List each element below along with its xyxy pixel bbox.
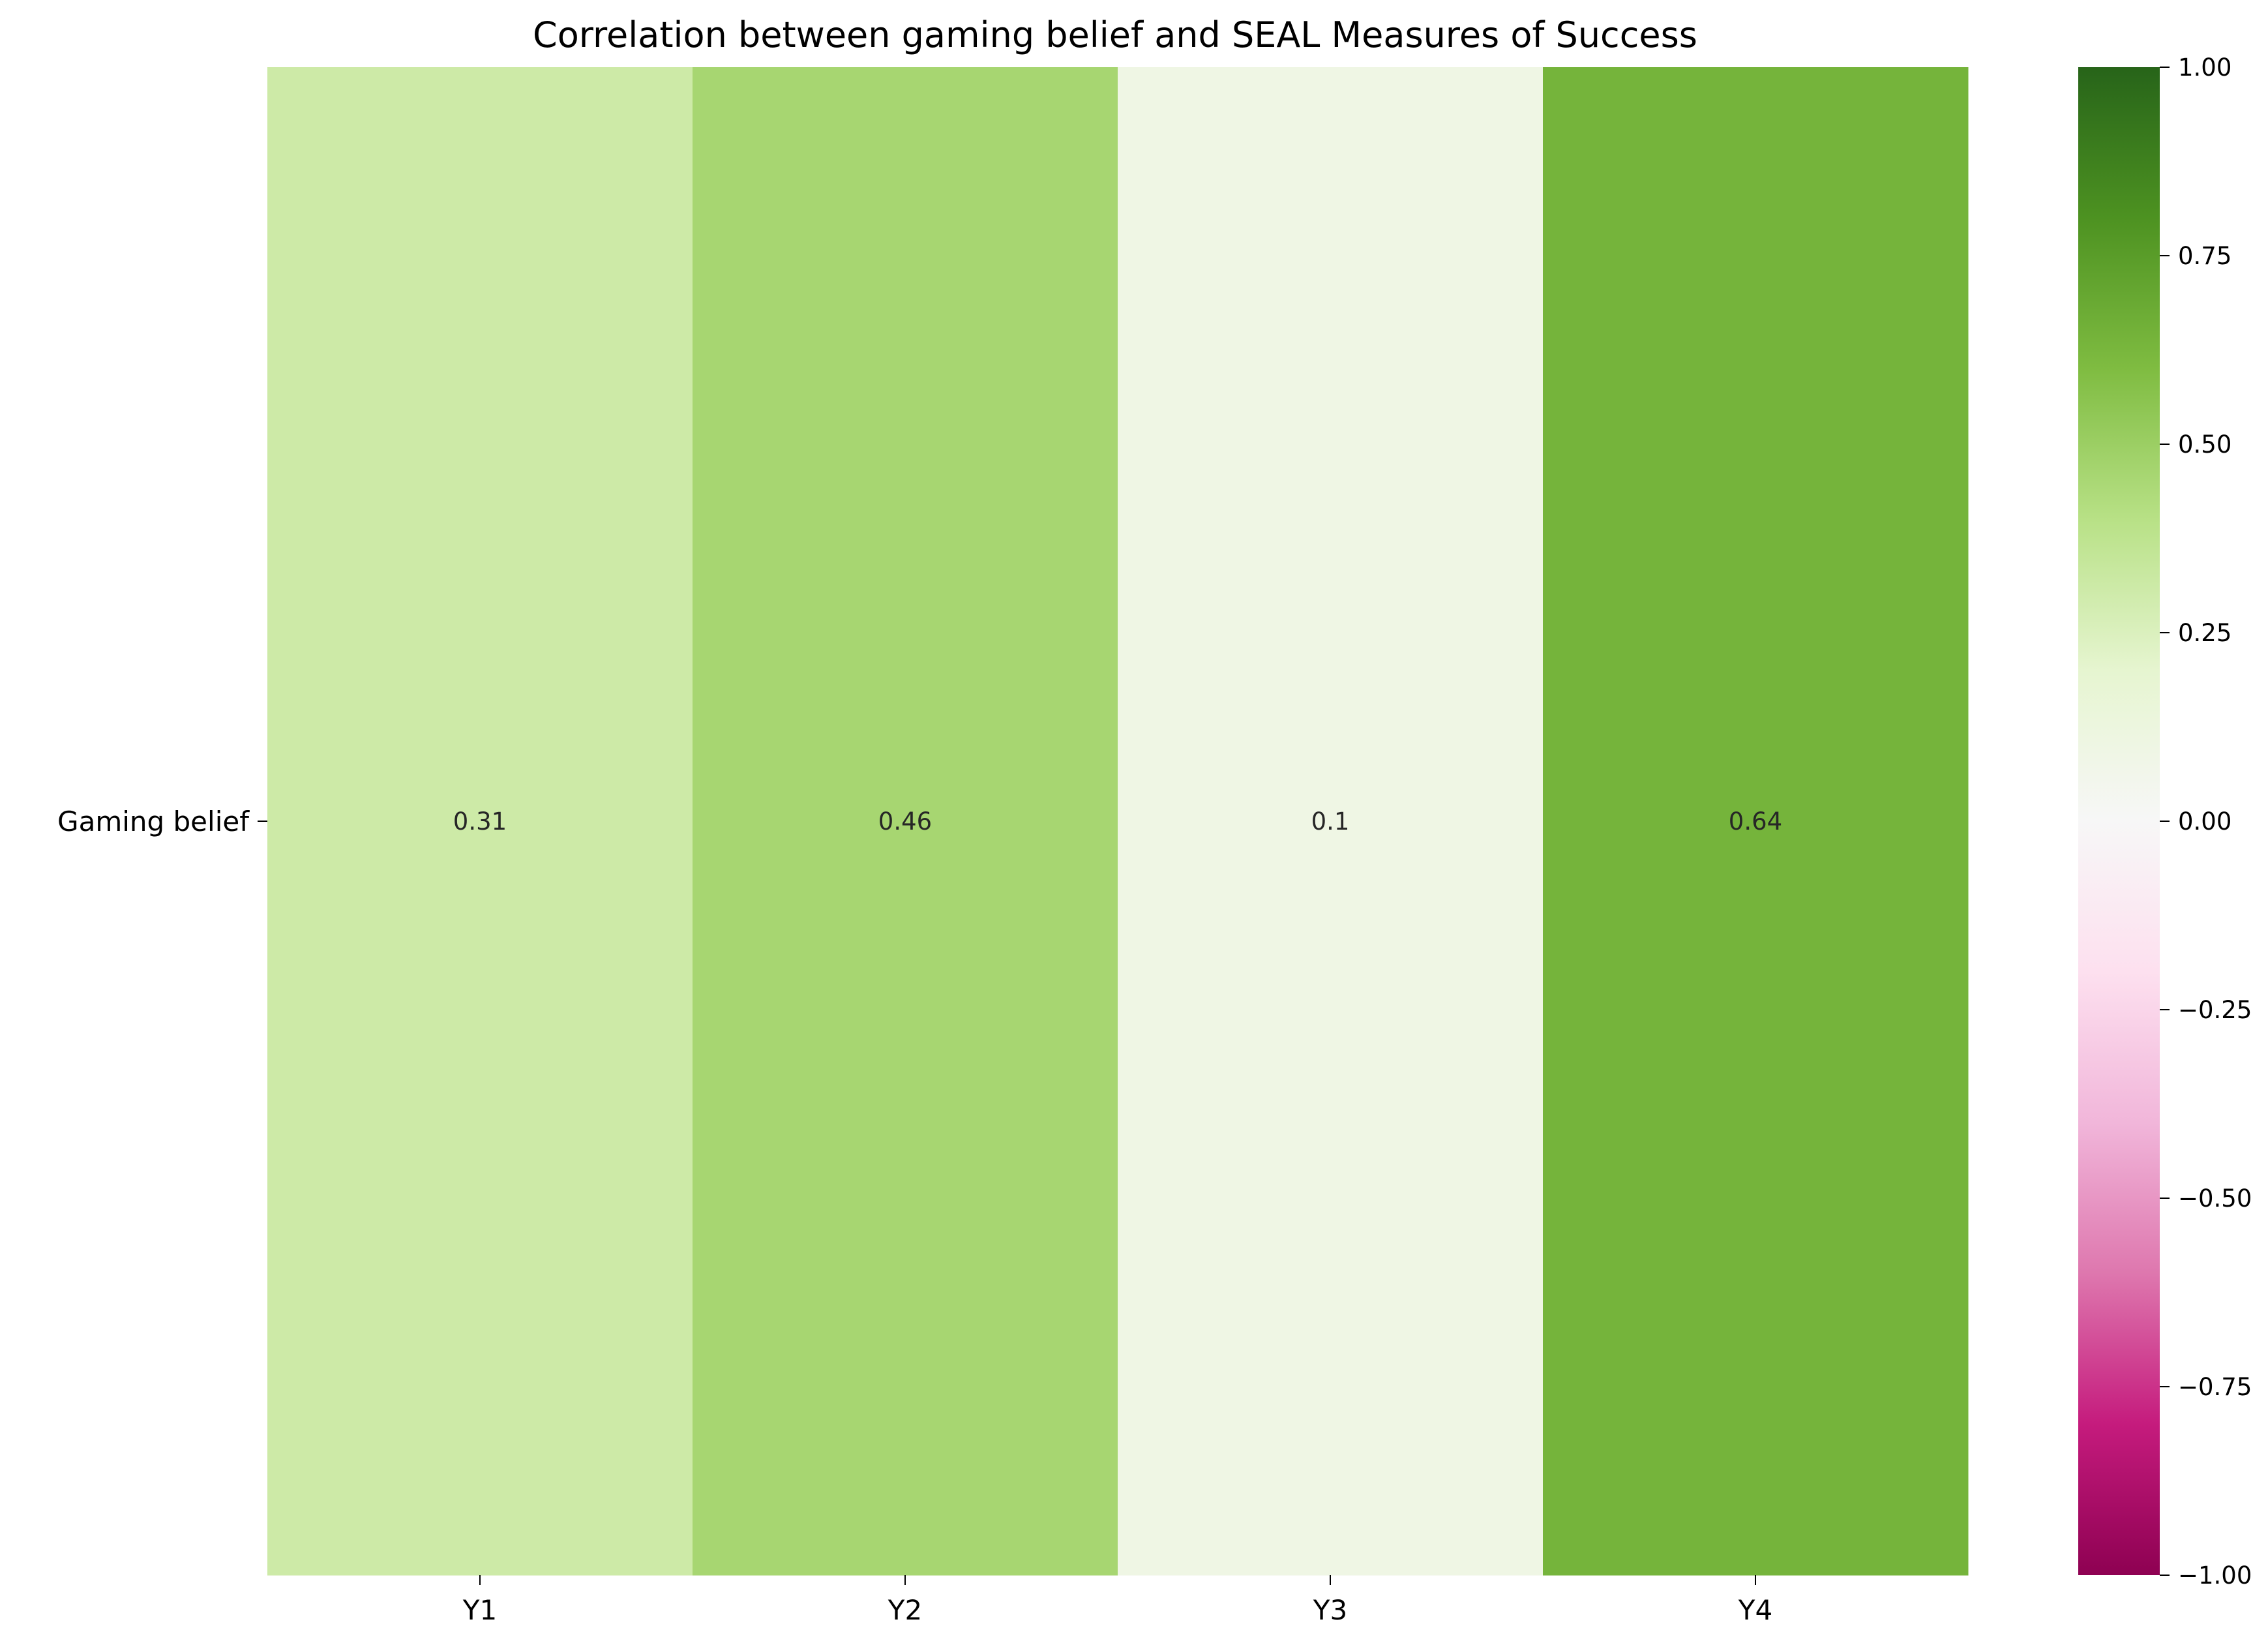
cell-value-label: 0.31 [453,807,507,836]
y-tick-label: Gaming belief [57,806,250,837]
chart-title: Correlation between gaming belief and SE… [533,14,1697,55]
x-tick-label: Y4 [1738,1594,1772,1626]
cell-value-label: 0.64 [1729,807,1782,836]
heatmap-cell [267,67,693,1576]
colorbar-tick-label: −1.00 [2178,1561,2252,1590]
heatmap-cells: 0.31 0.46 0.1 0.64 [267,67,1969,1576]
colorbar: −1.00 −0.75 −0.50 −0.25 0.00 0.25 0.50 0.75 1.00 [2078,53,2252,1590]
heatmap-cell [693,67,1118,1576]
colorbar-tick-label: −0.75 [2178,1373,2252,1401]
y-axis: Gaming belief [57,806,267,837]
x-axis: Y1 Y2 Y3 Y4 [462,1575,1772,1626]
heatmap-cell [1543,67,1969,1576]
colorbar-tick-label: −0.25 [2178,996,2252,1024]
heatmap-cell [1118,67,1544,1576]
x-tick-label: Y3 [1313,1594,1347,1626]
cell-value-label: 0.1 [1311,807,1350,836]
colorbar-tick-label: 0.75 [2178,242,2231,270]
colorbar-tick-label: 0.25 [2178,619,2231,647]
colorbar-gradient [2078,67,2160,1575]
x-tick-label: Y1 [462,1594,497,1626]
x-tick-label: Y2 [888,1594,922,1626]
colorbar-tick-label: 0.00 [2178,807,2231,836]
colorbar-tick-label: 1.00 [2178,53,2231,82]
colorbar-tick-label: 0.50 [2178,430,2231,459]
cell-value-label: 0.46 [878,807,932,836]
colorbar-tick-label: −0.50 [2178,1184,2252,1213]
